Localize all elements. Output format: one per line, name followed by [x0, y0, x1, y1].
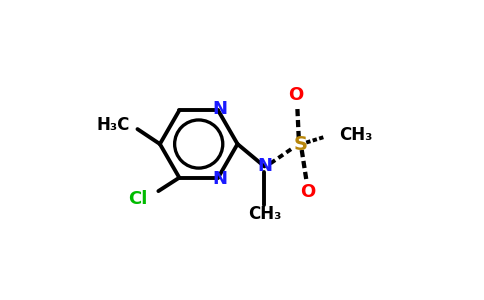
Text: N: N: [257, 158, 272, 175]
Text: Cl: Cl: [129, 190, 148, 208]
Text: H₃C: H₃C: [97, 116, 130, 134]
Text: N: N: [212, 100, 227, 118]
Text: O: O: [288, 86, 303, 104]
Text: CH₃: CH₃: [248, 205, 281, 223]
Text: CH₃: CH₃: [339, 126, 372, 144]
Text: S: S: [293, 134, 307, 154]
Text: O: O: [300, 183, 315, 201]
Text: N: N: [212, 170, 227, 188]
